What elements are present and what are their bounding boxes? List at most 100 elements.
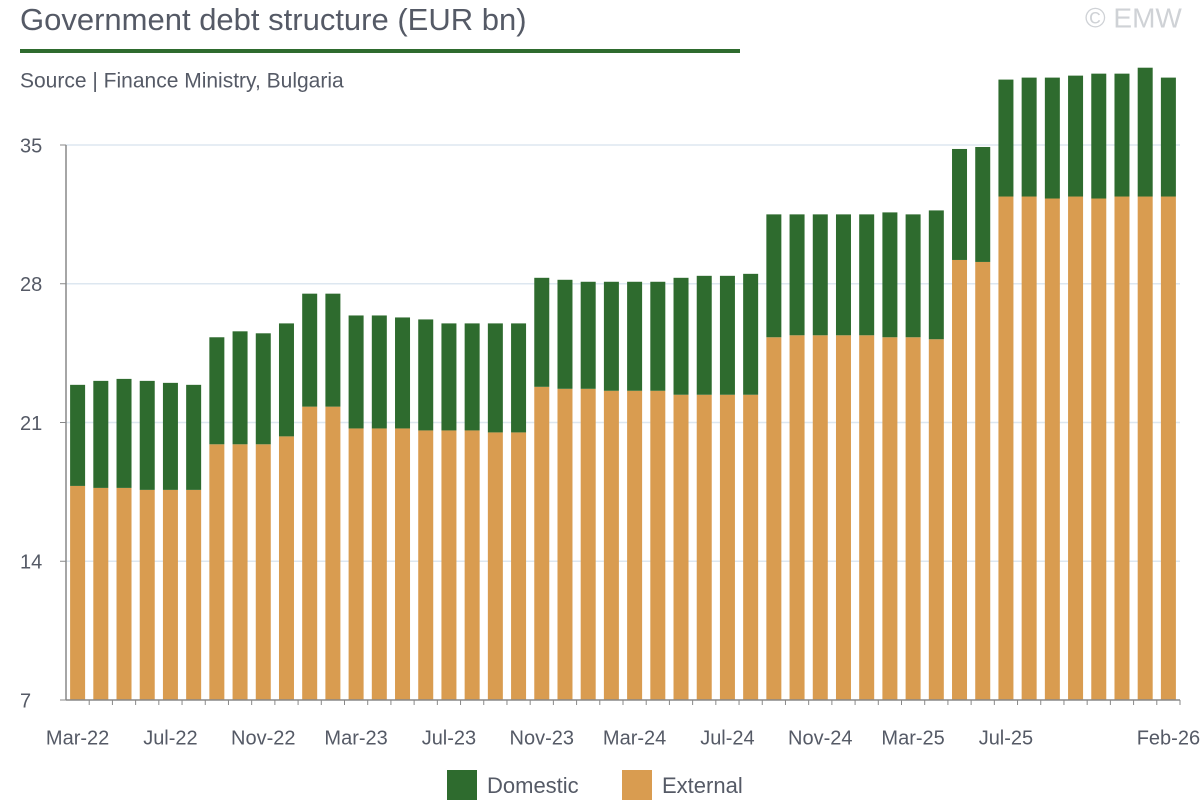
bar-segment: [812, 335, 828, 700]
bar-segment: [464, 323, 480, 431]
bar-segment: [255, 444, 271, 700]
bar-segment: [93, 487, 109, 700]
bar-segment: [743, 273, 759, 395]
x-tick-label: Feb-26: [1137, 727, 1200, 749]
bar-segment: [673, 277, 689, 395]
bar-segment: [325, 293, 341, 407]
bar-segment: [534, 386, 550, 700]
bar-segment: [534, 277, 550, 387]
bar-segment: [975, 146, 991, 262]
bar-segment: [1160, 196, 1176, 701]
bar-segment: [998, 196, 1014, 701]
bar-segment: [789, 214, 805, 336]
chart-subtitle: Source | Finance Ministry, Bulgaria: [20, 70, 344, 93]
bar-segment: [209, 444, 225, 700]
bar-segment: [395, 428, 411, 700]
bar-segment: [1160, 77, 1176, 197]
x-tick-label: Nov-22: [231, 727, 295, 749]
bar-segment: [580, 281, 596, 389]
bar-segment: [719, 394, 735, 700]
x-tick-label: Mar-24: [603, 727, 666, 749]
bar-segment: [162, 489, 178, 700]
bar-segment: [1091, 198, 1107, 700]
bar-segment: [1068, 75, 1084, 197]
bar-segment: [70, 485, 86, 700]
bar-segment: [186, 489, 202, 700]
bar-segment: [395, 317, 411, 429]
bar-segment: [278, 323, 294, 437]
watermark: © EMW: [1085, 2, 1182, 33]
chart-title: Government debt structure (EUR bn): [20, 2, 527, 37]
y-tick-label: 35: [20, 135, 42, 157]
bar-segment: [232, 444, 248, 700]
bar-segment: [952, 148, 968, 260]
bar-segment: [627, 390, 643, 700]
bar-segment: [1044, 77, 1060, 199]
x-tick-label: Jul-25: [979, 727, 1033, 749]
bar-segment: [1021, 77, 1037, 197]
bar-segment: [441, 430, 457, 700]
bar-segment: [1137, 196, 1153, 701]
bar-segment: [418, 430, 434, 700]
bar-segment: [580, 388, 596, 700]
bar-segment: [1114, 73, 1130, 197]
bar-segment: [325, 406, 341, 700]
bar-segment: [1091, 73, 1107, 199]
bar-segment: [1044, 198, 1060, 700]
bar-segment: [1114, 196, 1130, 701]
y-tick-label: 7: [20, 690, 31, 712]
bar-segment: [696, 275, 712, 395]
bar-segment: [1137, 67, 1153, 197]
bar-segment: [511, 323, 527, 433]
bar-segment: [93, 380, 109, 488]
bar-segment: [743, 394, 759, 700]
y-tick-label: 14: [20, 552, 42, 574]
bar-segment: [998, 79, 1014, 197]
bar-segment: [789, 335, 805, 700]
bar-segment: [441, 323, 457, 431]
y-tick-label: 28: [20, 274, 42, 296]
bar-segment: [464, 430, 480, 700]
bar-segment: [418, 319, 434, 431]
bar-segment: [650, 281, 666, 391]
bar-segment: [952, 259, 968, 700]
bar-segment: [1068, 196, 1084, 701]
bar-segment: [835, 214, 851, 336]
bar-segment: [928, 210, 944, 340]
bar-segment: [232, 331, 248, 445]
bar-segment: [302, 293, 318, 407]
bar-segment: [905, 214, 921, 338]
bar-segment: [186, 384, 202, 490]
legend-label: Domestic: [487, 773, 579, 798]
bar-segment: [557, 279, 573, 389]
bar-segment: [975, 261, 991, 700]
bar-segment: [859, 335, 875, 700]
x-tick-label: Jul-24: [700, 727, 754, 749]
bar-segment: [603, 390, 619, 700]
bar-segment: [511, 432, 527, 700]
bar-segment: [650, 390, 666, 700]
bar-segment: [696, 394, 712, 700]
bar-segment: [766, 214, 782, 338]
bar-segment: [209, 337, 225, 445]
bar-segment: [255, 333, 271, 445]
x-tick-label: Nov-23: [510, 727, 574, 749]
bar-segment: [371, 428, 387, 700]
bar-segment: [116, 378, 132, 488]
bar-segment: [302, 406, 318, 700]
legend-swatch: [622, 770, 652, 800]
bar-segment: [70, 384, 86, 486]
bar-segment: [882, 337, 898, 700]
bar-segment: [371, 315, 387, 429]
x-tick-label: Nov-24: [788, 727, 852, 749]
y-tick-label: 21: [20, 413, 42, 435]
bar-segment: [928, 339, 944, 700]
legend-label: External: [662, 773, 743, 798]
bar-segment: [627, 281, 643, 391]
bar-segment: [1021, 196, 1037, 701]
bar-segment: [603, 281, 619, 391]
bar-segment: [812, 214, 828, 336]
legend-swatch: [447, 770, 477, 800]
bar-segment: [673, 394, 689, 700]
bar-segment: [766, 337, 782, 700]
